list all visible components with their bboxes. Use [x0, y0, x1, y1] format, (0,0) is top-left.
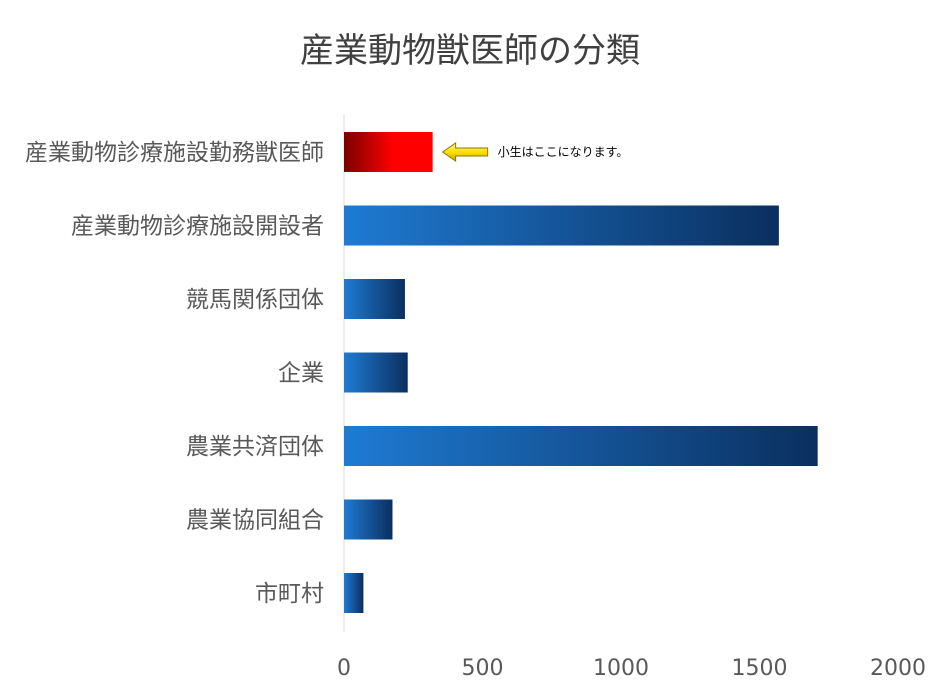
category-label-3: 企業: [278, 361, 324, 387]
bar-0: [344, 132, 433, 172]
bar-6: [344, 573, 364, 613]
x-tick-label-1: 500: [462, 656, 504, 681]
x-tick-label-2: 1000: [593, 656, 649, 681]
bar-1: [344, 205, 779, 246]
category-label-2: 競馬関係団体: [186, 287, 324, 313]
category-label-5: 農業協同組合: [186, 508, 324, 534]
bar-5: [344, 499, 393, 540]
left-arrow-icon: [441, 142, 489, 162]
category-label-0: 産業動物診療施設勤務獣医師: [25, 140, 324, 166]
category-label-1: 産業動物診療施設開設者: [71, 214, 324, 240]
annotation: 小生はここになります。: [441, 142, 629, 162]
bar-2: [344, 279, 405, 319]
chart-title: 産業動物獣医師の分類: [300, 31, 640, 71]
bar-4: [344, 426, 818, 466]
category-label-4: 農業共済団体: [186, 434, 324, 460]
category-label-6: 市町村: [255, 581, 324, 607]
annotation-text: 小生はここになります。: [498, 145, 629, 159]
bar-3: [344, 352, 408, 393]
x-tick-label-0: 0: [337, 656, 351, 681]
x-tick-label-3: 1500: [732, 656, 788, 681]
x-tick-label-4: 2000: [870, 656, 926, 681]
